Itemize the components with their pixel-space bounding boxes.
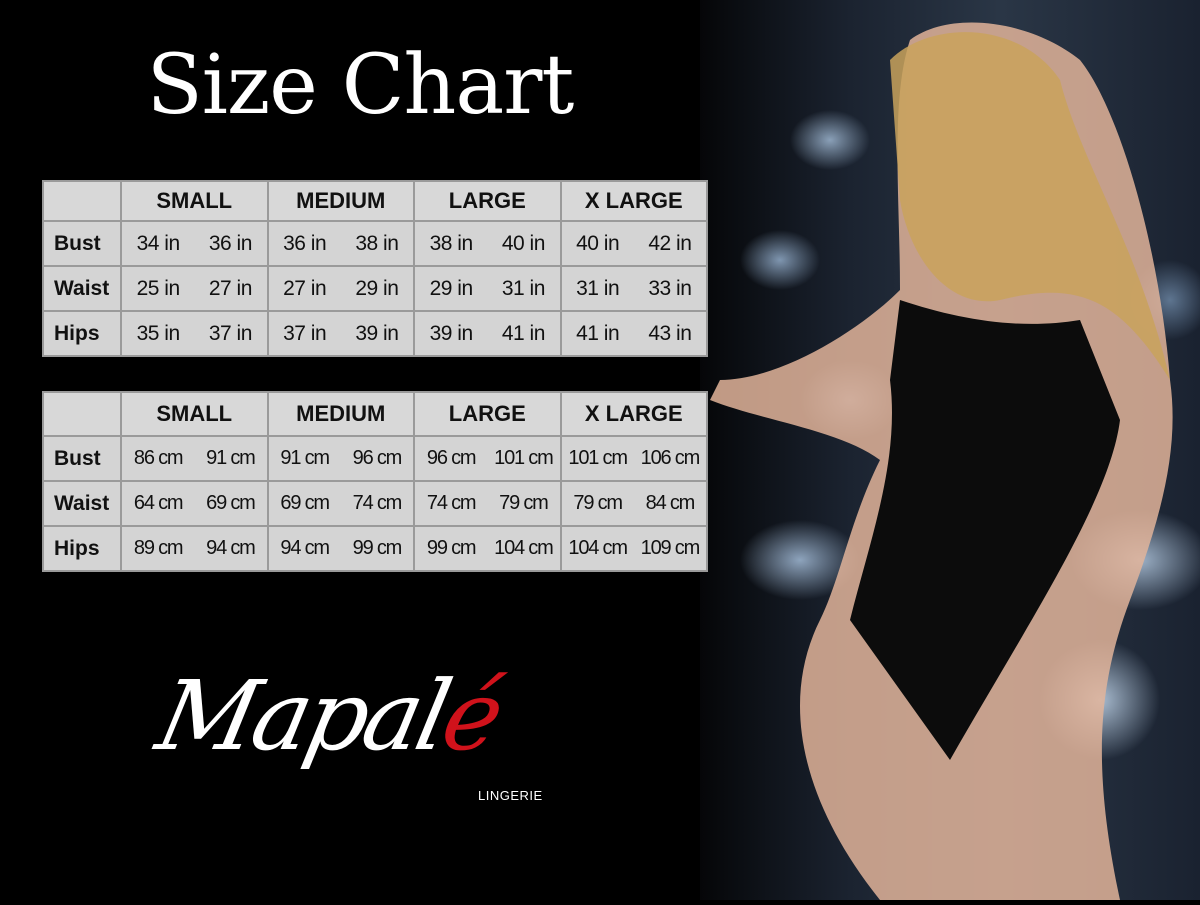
measure-value: 31 in <box>559 265 634 312</box>
measure-value: 79 cm <box>559 480 634 527</box>
measure-value: 106 cm <box>633 435 709 482</box>
measure-value: 91 cm <box>194 435 269 482</box>
measure-value: 27 in <box>194 265 269 312</box>
measure-value: 42 in <box>633 220 709 267</box>
measure-value: 99 cm <box>412 525 488 572</box>
size-header: SMALL <box>120 391 269 437</box>
logo-subtitle: LINGERIE <box>478 788 543 803</box>
measure-value: 33 in <box>633 265 709 312</box>
measure-value: 41 in <box>559 310 634 357</box>
measure-value: 27 in <box>266 265 341 312</box>
measure-value: 31 in <box>487 265 562 312</box>
measure-value: 101 cm <box>487 435 562 482</box>
size-table-cm: SMALL MEDIUM LARGE X LARGE Bust 86 cm 91 c… <box>42 391 709 572</box>
measure-value: 25 in <box>119 265 195 312</box>
measure-value: 86 cm <box>119 435 195 482</box>
measure-value: 79 cm <box>487 480 562 527</box>
measure-value: 94 cm <box>266 525 341 572</box>
size-header: LARGE <box>413 180 562 222</box>
size-header: SMALL <box>120 180 269 222</box>
measure-value: 37 in <box>194 310 269 357</box>
measure-value: 36 in <box>194 220 269 267</box>
measure-value: 104 cm <box>559 525 634 572</box>
measure-value: 43 in <box>633 310 709 357</box>
size-header: MEDIUM <box>266 391 415 437</box>
logo-main: Mapal <box>148 660 457 772</box>
measure-value: 74 cm <box>340 480 416 527</box>
measure-value: 96 cm <box>340 435 416 482</box>
measure-value: 39 in <box>340 310 416 357</box>
table-row: Bust 34 in 36 in 36 in 38 in 38 in 40 in 40 in 4… <box>42 220 709 267</box>
size-header: LARGE <box>413 391 562 437</box>
measure-value: 99 cm <box>340 525 416 572</box>
header-row: SMALL MEDIUM LARGE X LARGE <box>42 180 708 222</box>
table-row: Waist 25 in 27 in 27 in 29 in 29 in 31 in 31 in… <box>42 265 709 312</box>
measure-label: Hips <box>42 310 122 357</box>
measure-label: Waist <box>42 265 122 312</box>
table-row: Bust 86 cm 91 cm 91 cm 96 cm 96 cm 101 cm 101 c… <box>42 435 709 482</box>
table-row: Waist 64 cm 69 cm 69 cm 74 cm 74 cm 79 cm 79 cm… <box>42 480 709 527</box>
measure-value: 29 in <box>412 265 488 312</box>
measure-value: 84 cm <box>633 480 709 527</box>
measure-label: Bust <box>42 435 122 482</box>
model-photo <box>700 0 1200 901</box>
size-table-inches: SMALL MEDIUM LARGE X LARGE Bust 34 in 36 i… <box>42 180 709 357</box>
size-header: X LARGE <box>559 180 708 222</box>
measure-value: 96 cm <box>412 435 488 482</box>
measure-value: 36 in <box>266 220 341 267</box>
measure-value: 69 cm <box>194 480 269 527</box>
measure-label: Bust <box>42 220 122 267</box>
measure-value: 69 cm <box>266 480 341 527</box>
size-header: X LARGE <box>559 391 708 437</box>
model-silhouette <box>710 22 1173 901</box>
header-row: SMALL MEDIUM LARGE X LARGE <box>42 391 708 437</box>
measure-value: 94 cm <box>194 525 269 572</box>
size-header: MEDIUM <box>266 180 415 222</box>
measure-value: 64 cm <box>119 480 195 527</box>
corner-cell <box>42 180 122 222</box>
page-title: Size Chart <box>146 38 575 133</box>
measure-value: 37 in <box>266 310 341 357</box>
measure-value: 29 in <box>340 265 416 312</box>
measure-value: 34 in <box>119 220 195 267</box>
measure-label: Hips <box>42 525 122 572</box>
measure-value: 89 cm <box>119 525 195 572</box>
measure-value: 39 in <box>412 310 488 357</box>
measure-value: 38 in <box>340 220 416 267</box>
measure-value: 38 in <box>412 220 488 267</box>
table-row: Hips 35 in 37 in 37 in 39 in 39 in 41 in 41 in 4… <box>42 310 709 357</box>
measure-label: Waist <box>42 480 122 527</box>
measure-value: 109 cm <box>633 525 709 572</box>
measure-value: 74 cm <box>412 480 488 527</box>
measure-value: 40 in <box>559 220 634 267</box>
measure-value: 104 cm <box>487 525 562 572</box>
measure-value: 40 in <box>487 220 562 267</box>
logo-wordmark: Mapalé <box>148 660 510 772</box>
measure-value: 35 in <box>119 310 195 357</box>
measure-value: 101 cm <box>559 435 634 482</box>
measure-value: 91 cm <box>266 435 341 482</box>
brand-logo: Mapalé LINGERIE <box>148 660 580 820</box>
corner-cell <box>42 391 122 437</box>
table-row: Hips 89 cm 94 cm 94 cm 99 cm 99 cm 104 cm 104 c… <box>42 525 709 572</box>
measure-value: 41 in <box>487 310 562 357</box>
